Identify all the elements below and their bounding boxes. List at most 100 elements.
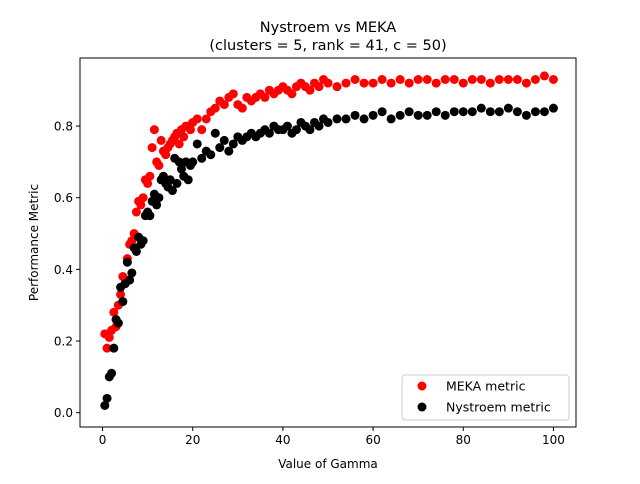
meka-point [377, 74, 387, 84]
meka-point [512, 74, 522, 84]
meka-point [332, 82, 342, 92]
nystroem-point [467, 107, 477, 117]
meka-point [143, 178, 153, 188]
meka-point [314, 82, 324, 92]
nystroem-point [158, 171, 168, 181]
meka-point [341, 78, 351, 88]
y-axis-label: Performance Metric [27, 184, 41, 301]
meka-point [210, 103, 220, 113]
meka-point [192, 114, 202, 124]
y-tick-label: 0.0 [54, 406, 73, 420]
nystroem-point [539, 107, 549, 117]
meka-point [179, 132, 189, 142]
nystroem-point [291, 125, 301, 135]
nystroem-point [228, 139, 238, 149]
meka-point [228, 89, 238, 99]
meka-point [154, 160, 164, 170]
nystroem-point [167, 186, 177, 196]
nystroem-point [314, 121, 324, 131]
meka-point [147, 143, 157, 153]
nystroem-point [264, 128, 274, 138]
chart-subtitle: (clusters = 5, rank = 41, c = 50) [209, 38, 446, 54]
nystroem-point [449, 107, 459, 117]
meka-point [161, 150, 171, 160]
y-tick-label: 0.4 [54, 263, 73, 277]
legend-label-meka: MEKA metric [446, 379, 526, 394]
nystroem-point [494, 107, 504, 117]
nystroem-point [118, 297, 128, 307]
nystroem-point [332, 114, 342, 124]
nystroem-point [422, 110, 432, 120]
meka-point [156, 135, 166, 145]
nystroem-point [165, 175, 175, 185]
nystroem-point [548, 103, 558, 113]
x-tick-label: 40 [275, 433, 290, 447]
meka-point [458, 78, 468, 88]
meka-point [127, 236, 137, 246]
nystroem-point [521, 110, 531, 120]
nystroem-point [107, 368, 117, 378]
meka-point [503, 74, 513, 84]
nystroem-point [503, 103, 513, 113]
nystroem-point [350, 110, 360, 120]
nystroem-point [359, 114, 369, 124]
nystroem-point [219, 135, 229, 145]
meka-point [145, 171, 155, 181]
meka-point [116, 289, 126, 299]
x-tick-label: 60 [365, 433, 380, 447]
meka-point [521, 78, 531, 88]
nystroem-point [377, 107, 387, 117]
meka-point [201, 114, 211, 124]
data-points [100, 71, 558, 411]
nystroem-point [530, 107, 540, 117]
meka-point [431, 78, 441, 88]
x-tick-label: 100 [542, 433, 565, 447]
nystroem-point [404, 107, 414, 117]
nystroem-point [188, 157, 198, 167]
meka-point [197, 125, 207, 135]
meka-point [131, 207, 141, 217]
nystroem-point [197, 153, 207, 163]
meka-point [368, 78, 378, 88]
legend: MEKA metric Nystroem metric [401, 374, 570, 421]
meka-point [413, 74, 423, 84]
nystroem-point [131, 246, 141, 256]
nystroem-point [413, 110, 423, 120]
nystroem-point [305, 125, 315, 135]
meka-point [530, 74, 540, 84]
meka-series [100, 71, 558, 353]
nystroem-point [154, 193, 164, 203]
x-tick-label: 20 [185, 433, 200, 447]
meka-point [109, 307, 119, 317]
meka-point [323, 78, 333, 88]
meka-point [476, 74, 486, 84]
meka-point [404, 78, 414, 88]
legend-label-nystroem: Nystroem metric [446, 400, 551, 415]
meka-point [359, 78, 369, 88]
nystroem-point [512, 107, 522, 117]
meka-point [118, 272, 128, 282]
nystroem-point [341, 114, 351, 124]
nystroem-point [122, 257, 132, 267]
nystroem-point [138, 236, 148, 246]
meka-point [305, 85, 315, 95]
meka-point [386, 78, 396, 88]
meka-point [494, 74, 504, 84]
legend-marker-nystroem [417, 402, 427, 412]
nystroem-point [431, 107, 441, 117]
nystroem-point [386, 114, 396, 124]
y-tick-label: 0.8 [54, 120, 73, 134]
meka-point [485, 78, 495, 88]
nystroem-point [282, 121, 292, 131]
meka-point [422, 74, 432, 84]
meka-point [219, 100, 229, 110]
nystroem-point [485, 107, 495, 117]
meka-point [174, 139, 184, 149]
meka-point [395, 74, 405, 84]
nystroem-point [125, 275, 135, 285]
meka-point [548, 74, 558, 84]
meka-point [449, 74, 459, 84]
nystroem-point [152, 200, 162, 210]
nystroem-point [100, 401, 110, 411]
